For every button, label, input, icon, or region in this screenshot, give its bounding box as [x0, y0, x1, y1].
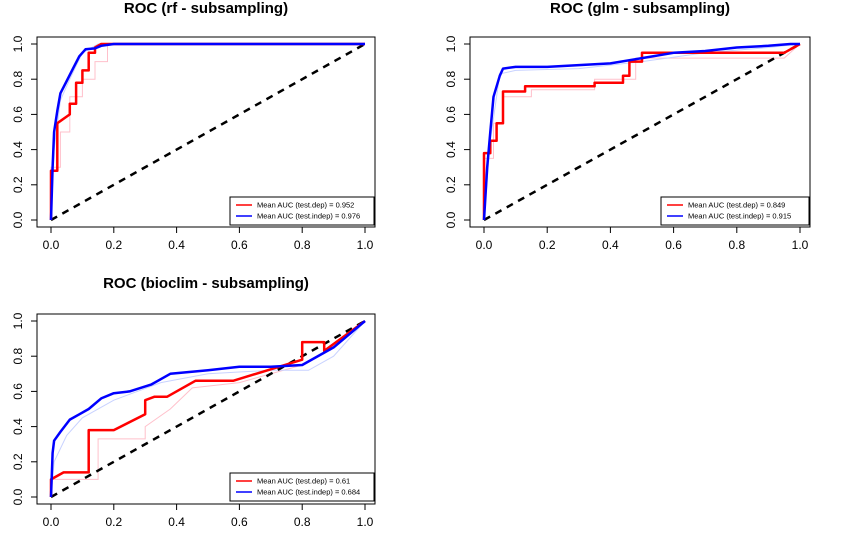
x-tick-label: 1.0: [357, 515, 374, 529]
reference-diagonal-line: [50, 42, 366, 222]
legend-box: [229, 472, 375, 502]
y-tick-label: 0.4: [444, 141, 458, 158]
x-tick-label: 1.0: [357, 238, 374, 252]
y-tick-label: 0.6: [444, 106, 458, 123]
y-tick-label: 0.8: [444, 71, 458, 88]
x-tick-label: 0.8: [294, 238, 311, 252]
faint-roc-curve: [50, 320, 366, 498]
y-tick-label: 1.0: [11, 35, 25, 52]
legend-entry-label: Mean AUC (test.indep) = 0.915: [688, 212, 791, 221]
x-tick-label: 0.2: [105, 515, 122, 529]
x-tick-label: 0.0: [43, 515, 60, 529]
y-tick-label: 0.2: [444, 176, 458, 193]
y-tick-label: 0.4: [11, 141, 25, 158]
x-tick-label: 0.0: [43, 238, 60, 252]
x-tick-label: 0.4: [602, 238, 619, 252]
x-tick-label: 0.4: [168, 238, 185, 252]
legend-box: [660, 196, 810, 226]
x-tick-label: 0.8: [294, 515, 311, 529]
y-tick-label: 0.8: [11, 71, 25, 88]
y-tick-label: 0.0: [444, 211, 458, 228]
plot-frame: [36, 313, 376, 505]
legend-entry-label: Mean AUC (test.dep) = 0.849: [688, 201, 785, 210]
x-tick-label: 0.6: [231, 515, 248, 529]
y-tick-label: 0.6: [11, 106, 25, 123]
roc-curve-test-dep: [482, 42, 801, 220]
roc-curve-test-indep: [482, 42, 800, 221]
x-tick-label: 0.2: [539, 238, 556, 252]
legend-entry-label: Mean AUC (test.dep) = 0.61: [257, 477, 350, 486]
roc-curve-test-indep: [49, 42, 365, 221]
reference-diagonal-line: [50, 319, 366, 499]
faint-roc-curve: [50, 43, 365, 220]
legend-entry-label: Mean AUC (test.dep) = 0.952: [257, 201, 354, 210]
x-tick-label: 1.0: [792, 238, 809, 252]
x-tick-label: 0.8: [728, 238, 745, 252]
faint-roc-curve: [483, 43, 801, 221]
reference-diagonal-line: [483, 42, 801, 222]
y-tick-label: 0.0: [11, 211, 25, 228]
y-tick-label: 0.0: [11, 488, 25, 505]
plot-frame: [469, 36, 811, 228]
roc-curve-test-dep: [49, 319, 366, 497]
chart-title: ROC (bioclim - subsampling): [103, 275, 309, 292]
y-tick-label: 0.4: [11, 418, 25, 435]
y-tick-label: 0.6: [11, 383, 25, 400]
roc-curve-test-indep: [49, 320, 366, 498]
x-tick-label: 0.6: [665, 238, 682, 252]
chart-title: ROC (rf - subsampling): [124, 0, 288, 17]
y-tick-label: 1.0: [444, 35, 458, 52]
y-tick-label: 1.0: [11, 312, 25, 329]
x-tick-label: 0.0: [476, 238, 493, 252]
chart-title: ROC (glm - subsampling): [550, 0, 730, 17]
y-tick-label: 0.2: [11, 176, 25, 193]
roc-curve-test-dep: [49, 42, 365, 220]
x-tick-label: 0.4: [168, 515, 185, 529]
legend-entry-label: Mean AUC (test.indep) = 0.684: [257, 488, 360, 497]
legend-entry-label: Mean AUC (test.indep) = 0.976: [257, 212, 360, 221]
plot-frame: [36, 36, 376, 228]
x-tick-label: 0.6: [231, 238, 248, 252]
y-tick-label: 0.8: [11, 348, 25, 365]
x-tick-label: 0.2: [105, 238, 122, 252]
legend-box: [229, 196, 375, 226]
y-tick-label: 0.2: [11, 453, 25, 470]
